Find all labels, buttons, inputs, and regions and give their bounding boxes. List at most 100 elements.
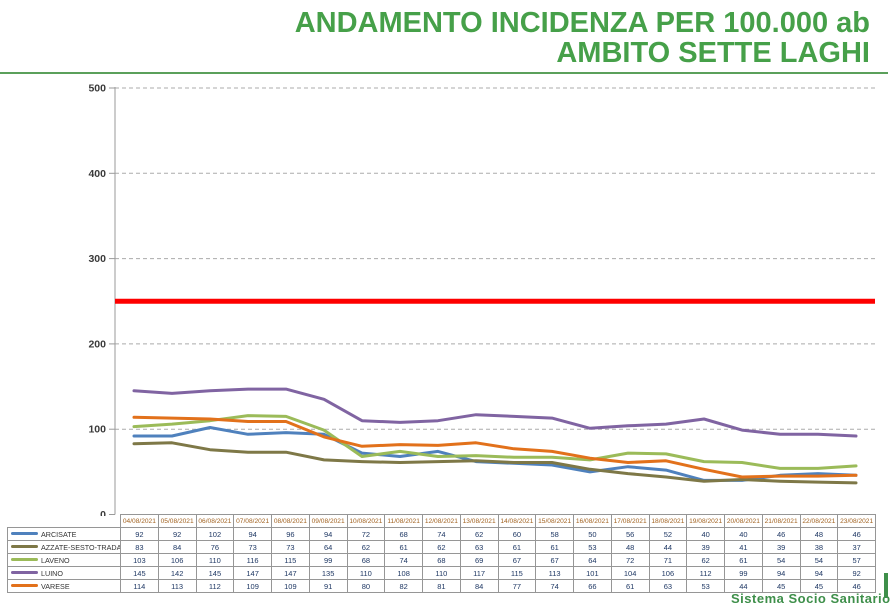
series-line-azzate-sesto-tradate <box>132 441 858 485</box>
table-cell-value: 92 <box>837 566 876 580</box>
table-cell-value: 57 <box>837 553 876 567</box>
ytick-label-300: 300 <box>88 253 106 265</box>
table-cell-value: 145 <box>120 566 159 580</box>
table-cell-value: 99 <box>724 566 763 580</box>
table-cell-value: 58 <box>535 527 574 541</box>
table-cell-value: 62 <box>686 553 725 567</box>
table-cell-value: 48 <box>799 527 839 541</box>
table-cell-value: 68 <box>422 553 461 567</box>
table-cell-value: 112 <box>686 566 725 580</box>
table-row-varese: VARESE 114 113 112 109 109 91 80 82 81 84 77 74 66 61 6… <box>7 579 876 593</box>
table-cell-value: 104 <box>610 566 650 580</box>
table-cell-value: 114 <box>120 579 159 593</box>
table-cell-date: 08/08/2021 <box>271 514 310 528</box>
table-cell-value: 68 <box>346 553 386 567</box>
table-cell-value: 145 <box>195 566 235 580</box>
table-cell-value: 40 <box>724 527 763 541</box>
table-cell-value: 39 <box>686 540 725 554</box>
table-cell-value: 44 <box>648 540 688 554</box>
table-cell-value: 53 <box>573 540 612 554</box>
table-cell-date: 06/08/2021 <box>195 514 235 528</box>
table-cell-value: 61 <box>384 540 423 554</box>
table-cell-value: 66 <box>573 579 612 593</box>
series-line-luino <box>132 387 858 438</box>
table-cell-value: 45 <box>799 579 839 593</box>
table-cell-value: 84 <box>459 579 499 593</box>
table-cell-value: 77 <box>497 579 537 593</box>
table-cell-value: 63 <box>459 540 499 554</box>
table-cell-value: 61 <box>610 579 650 593</box>
table-cell-value: 72 <box>346 527 386 541</box>
table-cell-value: 110 <box>195 553 235 567</box>
table-cell-value: 135 <box>308 566 348 580</box>
table-cell-value: 64 <box>308 540 348 554</box>
table-cell-value: 54 <box>761 553 801 567</box>
table-cell-date: 14/08/2021 <box>497 514 537 528</box>
table-cell-value: 115 <box>271 553 310 567</box>
table-cell-date: 19/08/2021 <box>686 514 725 528</box>
table-cell-value: 96 <box>271 527 310 541</box>
table-cell-date: 18/08/2021 <box>648 514 688 528</box>
table-cell-value: 50 <box>573 527 612 541</box>
table-cell-value: 68 <box>384 527 423 541</box>
legend-cell: LUINO <box>7 566 121 580</box>
table-cell-value: 110 <box>346 566 386 580</box>
table-cell-date: 07/08/2021 <box>233 514 272 528</box>
table-cell-value: 91 <box>308 579 348 593</box>
table-cell-value: 53 <box>686 579 725 593</box>
table-cell-value: 74 <box>535 579 574 593</box>
table-cell-value: 67 <box>497 553 537 567</box>
table-cell-value: 101 <box>573 566 612 580</box>
table-row-azzate-sesto-tradate: AZZATE-SESTO-TRADATE83847673736462616263… <box>7 540 876 554</box>
table-cell-value: 94 <box>799 566 839 580</box>
table-cell-date: 21/08/2021 <box>761 514 801 528</box>
table-cell-value: 117 <box>459 566 499 580</box>
series-line-arcisate <box>132 426 858 482</box>
table-cell-date: 09/08/2021 <box>308 514 348 528</box>
legend-swatch-laveno <box>11 558 38 562</box>
table-row-laveno: LAVENO 103 106 110 116 115 99 68 74 68 69 67 67 64 72 7… <box>7 553 876 567</box>
table-cell-value: 102 <box>195 527 235 541</box>
table-cell-value: 62 <box>346 540 386 554</box>
table-cell-date: 10/08/2021 <box>346 514 386 528</box>
table-cell-value: 106 <box>648 566 688 580</box>
table-cell-value: 64 <box>573 553 612 567</box>
table-cell-value: 83 <box>120 540 159 554</box>
table-cell-value: 94 <box>308 527 348 541</box>
table-cell-date: 12/08/2021 <box>422 514 461 528</box>
table-cell-value: 54 <box>799 553 839 567</box>
chart-canvas: 0 100 200 300 400 500 <box>88 83 875 521</box>
ytick-label-0: 0 <box>100 509 106 516</box>
table-cell-date: 16/08/2021 <box>573 514 612 528</box>
table-cell-value: 62 <box>459 527 499 541</box>
table-cell-value: 92 <box>120 527 159 541</box>
date-header-row: 04/08/2021 05/08/2021 06/08/2021 07/08/2021… <box>8 514 876 528</box>
table-cell-value: 44 <box>724 579 763 593</box>
table-cell-value: 147 <box>233 566 272 580</box>
legend-cell: VARESE <box>7 579 121 593</box>
table-cell-value: 62 <box>422 540 461 554</box>
table-cell-value: 73 <box>233 540 272 554</box>
series-line-varese <box>132 415 858 479</box>
table-row-luino: LUINO 145 142 145 147 147 135 110 108 110 117 115 11… <box>7 566 876 580</box>
ytick-label-500: 500 <box>88 83 106 95</box>
table-cell-date: 13/08/2021 <box>459 514 499 528</box>
table-cell-value: 63 <box>648 579 688 593</box>
table-cell-value: 108 <box>384 566 423 580</box>
legend-label: AZZATE-SESTO-TRADATE <box>41 542 121 552</box>
table-cell-value: 82 <box>384 579 423 593</box>
legend-swatch-azzate-sesto-tradate <box>11 545 38 549</box>
table-cell-value: 71 <box>648 553 688 567</box>
table-cell-value: 116 <box>233 553 272 567</box>
table-cell-value: 38 <box>799 540 839 554</box>
table-cell-value: 52 <box>648 527 688 541</box>
page-title-line2: AMBITO SETTE LAGHI <box>556 37 870 69</box>
table-cell-value: 46 <box>837 579 876 593</box>
legend-label: LAVENO <box>41 555 70 565</box>
values-table: 04/08/2021 05/08/2021 06/08/2021 07/08/2021… <box>7 514 876 593</box>
table-cell-value: 92 <box>157 527 197 541</box>
table-cell-value: 74 <box>384 553 423 567</box>
ytick-label-100: 100 <box>88 424 106 436</box>
table-cell-date: 11/08/2021 <box>384 514 423 528</box>
table-cell-value: 39 <box>761 540 801 554</box>
